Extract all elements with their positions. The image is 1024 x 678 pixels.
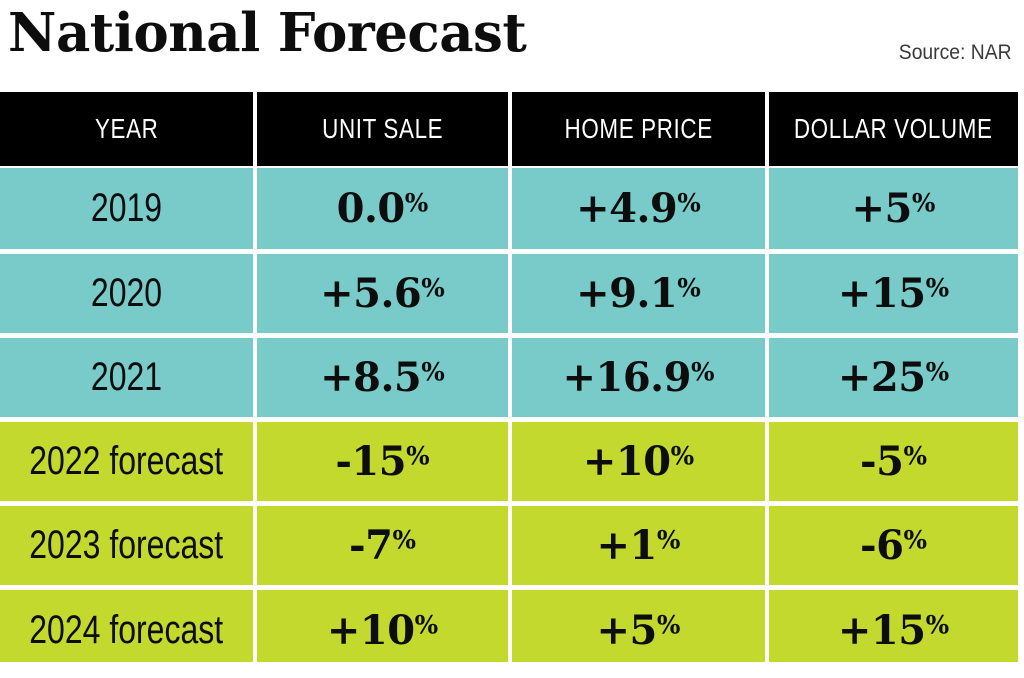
cell-dollar-volume: +15% [767, 587, 1018, 671]
cell-unit-sale-value: -15 [335, 437, 407, 485]
cell-year: 2021 [0, 335, 257, 422]
cell-dollar-volume: +25% [767, 335, 1018, 422]
cell-dollar-volume: +15% [767, 251, 1018, 338]
percent-sign: % [406, 441, 430, 471]
cell-home-price: +9.1% [510, 251, 769, 338]
cell-home-price-value: +1 [596, 521, 658, 569]
cell-year: 2022 forecast [0, 419, 257, 506]
cell-unit-sale: -7% [255, 503, 512, 590]
cell-unit-sale-value: +8.5 [320, 353, 422, 401]
cell-unit-sale-value: -7 [349, 521, 393, 569]
national-forecast-table: YEAR UNIT SALE HOME PRICE DOLLAR VOLUME … [0, 92, 1018, 671]
cell-unit-sale: +10% [255, 587, 512, 671]
cell-year-label: 2022 forecast [29, 438, 224, 483]
cell-year-label: 2024 forecast [29, 607, 224, 652]
cell-unit-sale: +5.6% [255, 251, 512, 338]
percent-sign: % [925, 610, 950, 640]
percent-sign: % [677, 188, 701, 218]
percent-sign: % [404, 188, 429, 218]
table-row: 2023 forecast -7% +1% -6% [0, 503, 1018, 590]
column-header-unit-sale-label: UNIT SALE [321, 113, 444, 144]
title-bar: National Forecast Source: NAR [0, 0, 1024, 92]
percent-sign: % [911, 188, 936, 218]
cell-year: 2023 forecast [0, 503, 257, 590]
percent-sign: % [656, 610, 681, 640]
column-header-dollar-volume: DOLLAR VOLUME [767, 92, 1018, 168]
cell-home-price-value: +5 [596, 606, 658, 654]
table-row: 2021 +8.5% +16.9% +25% [0, 335, 1018, 422]
percent-sign: % [656, 525, 681, 555]
cell-unit-sale: 0.0% [255, 167, 512, 254]
cell-home-price: +10% [510, 419, 769, 506]
cell-unit-sale: -15% [255, 419, 512, 506]
percent-sign: % [690, 357, 715, 387]
percent-sign: % [903, 441, 927, 471]
cell-dollar-volume: -5% [767, 419, 1018, 506]
cell-year-label: 2020 [90, 270, 163, 315]
column-header-home-price: HOME PRICE [510, 92, 769, 168]
cell-home-price: +5% [510, 587, 769, 671]
percent-sign: % [392, 525, 416, 555]
cell-dollar-volume-value: +15 [837, 606, 926, 654]
cell-dollar-volume: -6% [767, 503, 1018, 590]
column-header-dollar-volume-label: DOLLAR VOLUME [794, 113, 993, 144]
cell-dollar-volume-value: +25 [837, 353, 926, 401]
table-row: 2019 0.0% +4.9% +5% [0, 167, 1018, 254]
cell-home-price: +1% [510, 503, 769, 590]
cell-dollar-volume-value: -6 [860, 521, 904, 569]
column-header-home-price-label: HOME PRICE [564, 113, 713, 144]
percent-sign: % [677, 273, 701, 303]
cell-unit-sale-value: +5.6 [320, 269, 422, 317]
cell-home-price: +4.9% [510, 167, 769, 254]
percent-sign: % [903, 525, 927, 555]
table-row: 2022 forecast -15% +10% -5% [0, 419, 1018, 506]
cell-home-price-value: +16.9 [562, 353, 692, 401]
percent-sign: % [421, 273, 445, 303]
cell-dollar-volume-value: +5 [851, 184, 913, 232]
cell-unit-sale: +8.5% [255, 335, 512, 422]
percent-sign: % [925, 273, 950, 303]
source-note: Source: NAR [899, 41, 1012, 64]
column-header-year: YEAR [0, 92, 257, 168]
column-header-unit-sale: UNIT SALE [255, 92, 512, 168]
cell-dollar-volume: +5% [767, 167, 1018, 254]
cell-home-price: +16.9% [510, 335, 769, 422]
cell-dollar-volume-value: -5 [860, 437, 904, 485]
cell-year-label: 2021 [90, 354, 163, 399]
percent-sign: % [925, 357, 950, 387]
percent-sign: % [670, 441, 695, 471]
percent-sign: % [414, 610, 439, 640]
page-title: National Forecast [8, 2, 527, 64]
cell-home-price-value: +4.9 [576, 184, 678, 232]
cell-year-label: 2019 [90, 185, 163, 230]
table-row: 2020 +5.6% +9.1% +15% [0, 251, 1018, 338]
cell-dollar-volume-value: +15 [837, 269, 926, 317]
cell-year: 2019 [0, 167, 257, 254]
column-header-year-label: YEAR [94, 113, 159, 144]
cell-home-price-value: +10 [582, 437, 671, 485]
table-row: 2024 forecast +10% +5% +15% [0, 587, 1018, 671]
cell-year: 2020 [0, 251, 257, 338]
cell-home-price-value: +9.1 [576, 269, 678, 317]
cell-unit-sale-value: +10 [326, 606, 415, 654]
cell-year: 2024 forecast [0, 587, 257, 671]
cell-year-label: 2023 forecast [29, 522, 224, 567]
bottom-margin [0, 662, 1024, 678]
percent-sign: % [421, 357, 445, 387]
table-header-row: YEAR UNIT SALE HOME PRICE DOLLAR VOLUME [0, 92, 1018, 168]
cell-unit-sale-value: 0.0 [336, 184, 406, 232]
